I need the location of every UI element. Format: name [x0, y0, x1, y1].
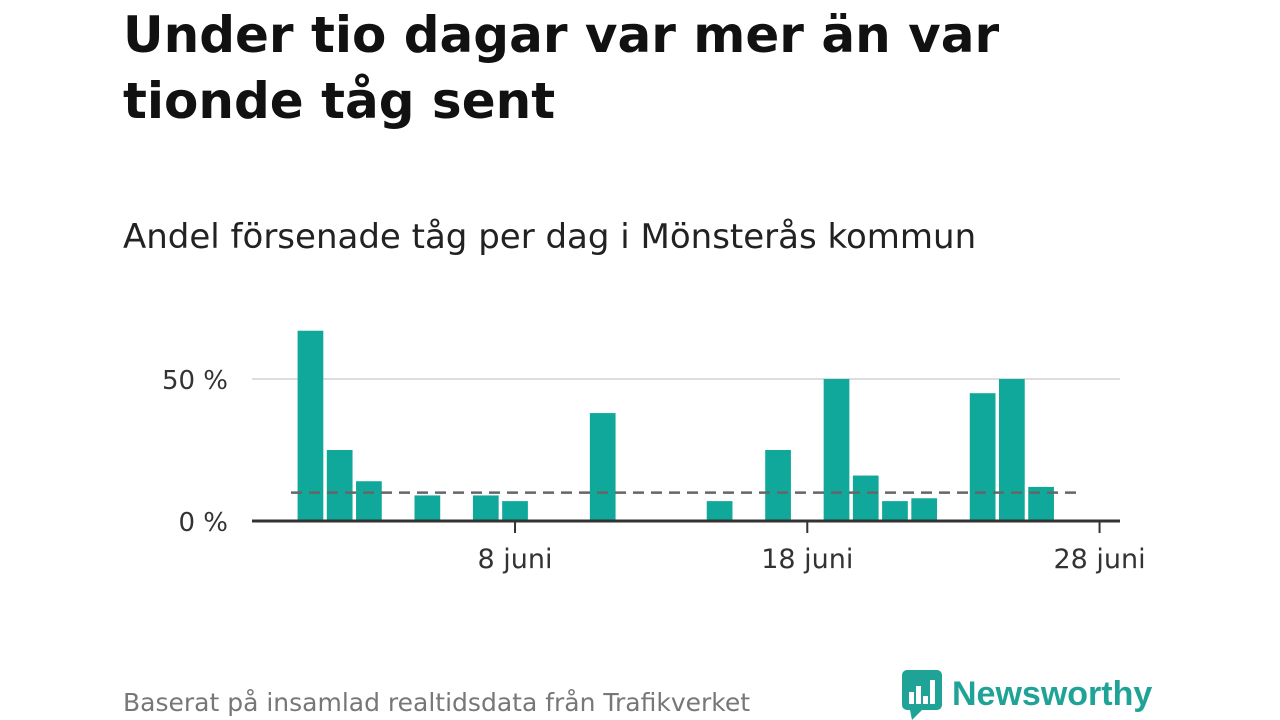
newsworthy-chart-icon	[902, 670, 942, 720]
axes: 0 % 50 % 8 juni 18 juni 28 juni	[162, 366, 1146, 575]
bar-day-5	[414, 495, 441, 521]
bar-day-3	[356, 481, 382, 521]
x-tick-label-2: 28 juni	[1053, 544, 1145, 575]
brand-logo: Newsworthy	[902, 668, 1152, 720]
bar-day-17	[765, 450, 791, 521]
bar-day-25	[999, 379, 1025, 521]
bar-day-11	[589, 413, 616, 521]
source-note: Baserat på insamlad realtidsdata från Tr…	[123, 688, 751, 717]
bar-day-2	[326, 450, 353, 521]
chart-subtitle: Andel försenade tåg per dag i Mönsterås …	[123, 217, 977, 257]
y-tick-label-0: 0 %	[178, 508, 228, 538]
bar-day-1	[297, 330, 324, 521]
bar-day-19	[823, 379, 850, 521]
bar-chart: 0 % 50 % 8 juni 18 juni 28 juni	[162, 330, 1146, 575]
x-tick-label-1: 18 juni	[761, 544, 853, 575]
bars	[297, 330, 1054, 521]
chart-title: Under tio dagar var mer än var tionde tå…	[123, 6, 1000, 130]
bar-day-20	[852, 475, 879, 521]
bar-day-8	[502, 501, 528, 521]
bar-day-22	[911, 498, 938, 521]
bar-day-24	[969, 393, 996, 521]
bar-day-21	[882, 501, 908, 521]
x-tick-label-0: 8 juni	[478, 544, 553, 575]
y-tick-label-1: 50 %	[162, 366, 228, 396]
brand-name: Newsworthy	[952, 674, 1153, 713]
bar-day-15	[706, 501, 733, 521]
bar-day-7	[472, 495, 499, 521]
